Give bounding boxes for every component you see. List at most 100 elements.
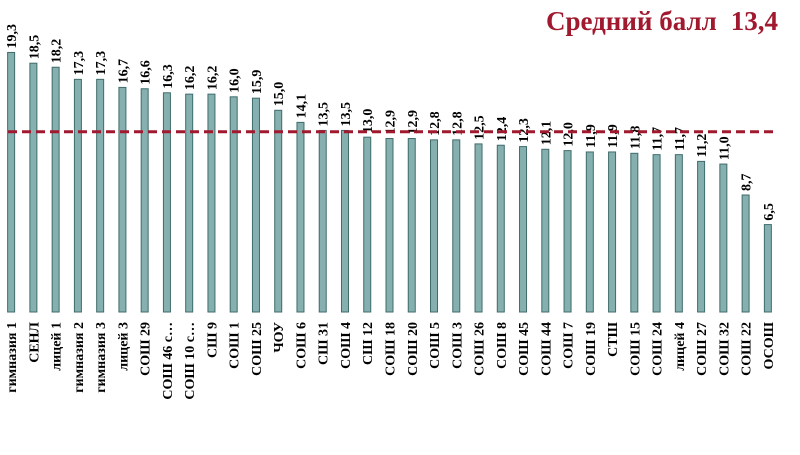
- bar: [741, 194, 750, 313]
- x-tick-label: СОШ 26: [473, 322, 488, 376]
- bar: [340, 129, 349, 313]
- x-tick-label: гимназия 3: [94, 322, 109, 393]
- bar: [251, 97, 260, 313]
- x-tick-label: гимназия 1: [5, 322, 20, 393]
- x-tick-label: СШ 9: [205, 322, 220, 358]
- value-label: 12,9: [406, 110, 421, 135]
- value-label: 12,0: [562, 122, 577, 147]
- bar: [385, 138, 394, 313]
- value-label: 16,6: [139, 60, 154, 85]
- reference-value-label: 13,4: [731, 6, 778, 36]
- value-label: 12,4: [495, 117, 510, 142]
- bar: [407, 138, 416, 313]
- x-tick-label: СОШ 3: [450, 322, 465, 369]
- value-label: 12,3: [517, 118, 532, 143]
- bar: [541, 148, 550, 313]
- x-tick-label: СОШ 45: [517, 322, 532, 376]
- x-tick-label: СОШ 7: [562, 322, 577, 369]
- bar: [563, 150, 572, 313]
- bar: [296, 121, 305, 313]
- value-label: 13,0: [361, 109, 376, 134]
- bar: [207, 93, 216, 313]
- x-tick-label: СОШ 20: [406, 322, 421, 376]
- x-tick-label: СТШ: [606, 321, 621, 356]
- bar: [608, 151, 617, 313]
- x-tick-label: СОШ 18: [384, 322, 399, 376]
- chart-title: Средний балл 13,4: [546, 6, 778, 36]
- bar: [185, 93, 194, 313]
- x-tick-label: СОШ 44: [539, 322, 554, 376]
- bar: [7, 51, 16, 313]
- value-label: 13,5: [317, 102, 332, 127]
- x-tick-label: СШ 12: [361, 322, 376, 365]
- value-label: 8,7: [740, 174, 755, 192]
- x-tick-label: СОШ 19: [584, 322, 599, 376]
- value-label: 12,5: [473, 115, 488, 140]
- x-tick-label: СОШ 1: [228, 322, 243, 369]
- value-label: 11,9: [606, 124, 621, 148]
- bar: [318, 129, 327, 313]
- bar: [29, 62, 38, 313]
- x-tick-label: СШ 31: [317, 322, 332, 365]
- value-label: 6,5: [762, 203, 777, 221]
- x-tick-label: СОШ 22: [740, 322, 755, 376]
- bar: [73, 78, 82, 313]
- bar: [118, 86, 127, 313]
- value-label: 16,2: [183, 66, 198, 91]
- value-label: 15,0: [272, 82, 287, 107]
- value-label: 19,3: [5, 24, 20, 49]
- x-tick-label: СОШ 5: [428, 322, 443, 369]
- value-label: 11,0: [717, 136, 732, 160]
- value-label: 12,8: [450, 111, 465, 136]
- bar: [719, 163, 728, 313]
- bar: [674, 154, 683, 313]
- value-label: 17,3: [72, 51, 87, 76]
- value-label: 13,5: [339, 102, 354, 127]
- x-tick-label: СОШ 32: [717, 322, 732, 376]
- x-tick-label: ОСОШ: [762, 321, 777, 369]
- bar: [140, 88, 149, 313]
- x-tick-label: СОШ 6: [294, 322, 309, 369]
- x-tick-label: СЕНЛ: [27, 321, 42, 362]
- x-tick-label: СОШ 15: [628, 322, 643, 376]
- value-label: 14,1: [294, 94, 309, 119]
- value-label: 16,3: [161, 64, 176, 89]
- bar: [51, 66, 60, 313]
- value-label: 17,3: [94, 51, 109, 75]
- bar: [585, 151, 594, 313]
- x-tick-label: гимназия 2: [72, 322, 87, 393]
- bar: [763, 224, 772, 313]
- value-label: 16,0: [228, 68, 243, 93]
- bar: [430, 139, 439, 313]
- x-tick-label: лицей 1: [50, 322, 65, 371]
- x-tick-label: СОШ 8: [495, 322, 510, 369]
- x-tick-label: СОШ 29: [139, 322, 154, 376]
- x-tick-label: лицей 4: [673, 322, 688, 371]
- x-tick-label: ЧОУ: [272, 322, 287, 353]
- x-tick-label: СОШ 10 с…: [183, 322, 198, 400]
- x-tick-label: СОШ 4: [339, 322, 354, 369]
- x-tick-label: СОШ 24: [651, 322, 666, 376]
- bar: [474, 143, 483, 313]
- bar: [96, 78, 105, 313]
- reference-label: Средний балл: [546, 6, 717, 36]
- bar: [519, 146, 528, 313]
- bar: [363, 136, 372, 313]
- value-label: 11,9: [584, 124, 599, 148]
- x-tick-label: СОШ 46 с…: [161, 322, 176, 400]
- bar: [496, 144, 505, 313]
- x-tick-label: СОШ 27: [695, 322, 710, 376]
- value-label: 12,9: [384, 110, 399, 135]
- value-label: 18,5: [27, 35, 42, 60]
- x-tick-label: лицей 3: [116, 322, 131, 371]
- bar: [697, 160, 706, 313]
- value-label: 18,2: [50, 39, 65, 63]
- bar: [630, 152, 639, 313]
- bar: [652, 154, 661, 313]
- value-label: 16,2: [205, 66, 220, 91]
- bar: [162, 92, 171, 313]
- value-label: 15,9: [250, 70, 265, 95]
- bar: [274, 109, 283, 313]
